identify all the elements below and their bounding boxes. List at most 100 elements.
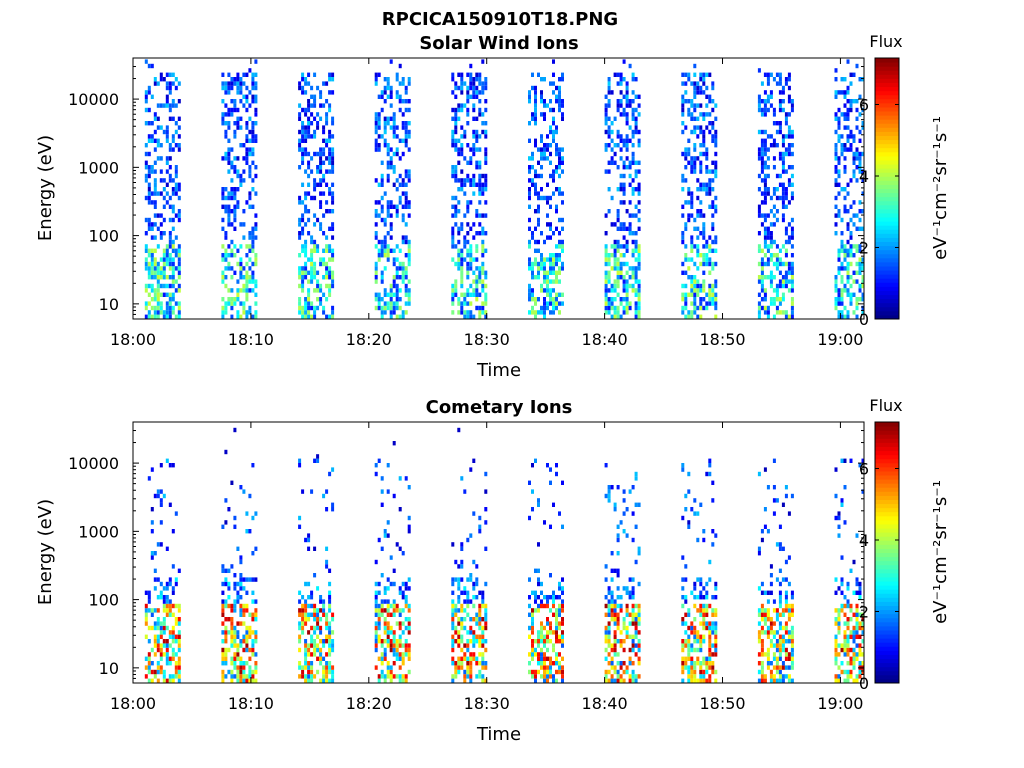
colorbar-segment — [875, 204, 899, 210]
spectrogram-cell — [616, 568, 620, 573]
spectrogram-cell — [374, 599, 378, 604]
spectrogram-cell — [787, 99, 791, 104]
spectrogram-cell — [451, 301, 455, 306]
y-tick-label: 10 — [99, 659, 119, 678]
spectrogram-cell — [852, 279, 856, 284]
spectrogram-cell — [849, 301, 853, 306]
spectrogram-cell — [230, 77, 234, 82]
spectrogram-cell — [552, 59, 555, 64]
spectrogram-cell — [171, 674, 175, 679]
spectrogram-cell — [224, 630, 228, 635]
spectrogram-cell — [377, 72, 381, 77]
spectrogram-cell — [156, 643, 160, 648]
spectrogram-cell — [555, 669, 558, 675]
spectrogram-cell — [481, 261, 485, 267]
spectrogram-cell — [331, 305, 335, 311]
spectrogram-cell — [316, 643, 320, 648]
spectrogram-cell — [144, 143, 148, 148]
spectrogram-cell — [552, 590, 555, 595]
spectrogram-cell — [555, 209, 558, 214]
spectrogram-cell — [561, 577, 564, 582]
spectrogram-cell — [251, 275, 255, 280]
spectrogram-cell — [684, 643, 688, 648]
spectrogram-cell — [858, 283, 862, 289]
spectrogram-cell — [383, 678, 387, 683]
spectrogram-cell — [681, 94, 685, 99]
spectrogram-cell — [622, 661, 626, 666]
spectrogram-cell — [156, 314, 160, 319]
spectrogram-cell — [607, 630, 611, 635]
spectrogram-cell — [404, 90, 408, 95]
spectrogram-cell — [784, 310, 788, 315]
spectrogram-cell — [147, 314, 151, 319]
spectrogram-cell — [766, 134, 770, 139]
spectrogram-cell — [319, 222, 323, 227]
spectrogram-cell — [711, 630, 715, 635]
spectrogram-cell — [168, 90, 172, 95]
spectrogram-cell — [386, 577, 390, 582]
spectrogram-cell — [313, 266, 317, 271]
spectrogram-cell — [687, 187, 691, 192]
spectrogram-cell — [301, 85, 305, 91]
spectrogram-cell — [221, 257, 225, 262]
spectrogram-cell — [772, 253, 776, 258]
spectrogram-cell — [239, 555, 243, 560]
spectrogram-cell — [714, 283, 718, 289]
spectrogram-cell — [607, 253, 611, 258]
spectrogram-cell — [298, 81, 302, 86]
spectrogram-cell — [460, 665, 464, 670]
spectrogram-cell — [254, 165, 258, 170]
spectrogram-cell — [484, 275, 488, 280]
spectrogram-cell — [766, 634, 770, 639]
spectrogram-cell — [834, 143, 838, 148]
spectrogram-cell — [543, 669, 546, 675]
spectrogram-cell — [543, 595, 546, 600]
spectrogram-cell — [392, 151, 396, 157]
spectrogram-cell — [837, 586, 841, 591]
spectrogram-cell — [619, 674, 623, 679]
spectrogram-cell — [386, 116, 390, 121]
spectrogram-cell — [702, 235, 706, 240]
spectrogram-cell — [546, 630, 549, 635]
spectrogram-cell — [855, 314, 859, 319]
spectrogram-cell — [619, 261, 623, 267]
spectrogram-cell — [622, 244, 626, 249]
spectrogram-cell — [840, 275, 844, 280]
spectrogram-cell — [407, 625, 411, 631]
spectrogram-cell — [236, 156, 240, 161]
spectrogram-cell — [469, 226, 473, 231]
spectrogram-cell — [165, 94, 169, 99]
spectrogram-cell — [481, 59, 485, 64]
spectrogram-cell — [693, 511, 697, 516]
spectrogram-cell — [153, 169, 157, 174]
spectrogram-cell — [681, 665, 685, 670]
spectrogram-cell — [389, 639, 393, 644]
spectrogram-cell — [147, 669, 151, 675]
spectrogram-cell — [171, 266, 175, 271]
spectrogram-cell — [790, 634, 794, 639]
spectrogram-cell — [616, 279, 620, 284]
spectrogram-cell — [843, 143, 847, 148]
spectrogram-cell — [457, 581, 461, 587]
spectrogram-cell — [174, 577, 178, 582]
spectrogram-cell — [561, 608, 564, 613]
spectrogram-cell — [457, 178, 461, 183]
spectrogram-cell — [537, 222, 540, 227]
spectrogram-cell — [310, 661, 314, 666]
spectrogram-cell — [840, 90, 844, 95]
spectrogram-cell — [849, 634, 853, 639]
spectrogram-cell — [607, 669, 611, 675]
spectrogram-cell — [457, 630, 461, 635]
spectrogram-cell — [561, 226, 564, 231]
spectrogram-cell — [628, 283, 632, 289]
spectrogram-cell — [778, 248, 782, 253]
spectrogram-cell — [245, 261, 249, 267]
spectrogram-cell — [331, 209, 335, 214]
spectrogram-cell — [637, 94, 641, 99]
spectrogram-cell — [784, 621, 788, 626]
spectrogram-cell — [328, 90, 332, 95]
spectrogram-cell — [534, 143, 537, 148]
spectrogram-cell — [552, 72, 555, 77]
spectrogram-cell — [681, 467, 685, 472]
spectrogram-cell — [239, 99, 243, 104]
